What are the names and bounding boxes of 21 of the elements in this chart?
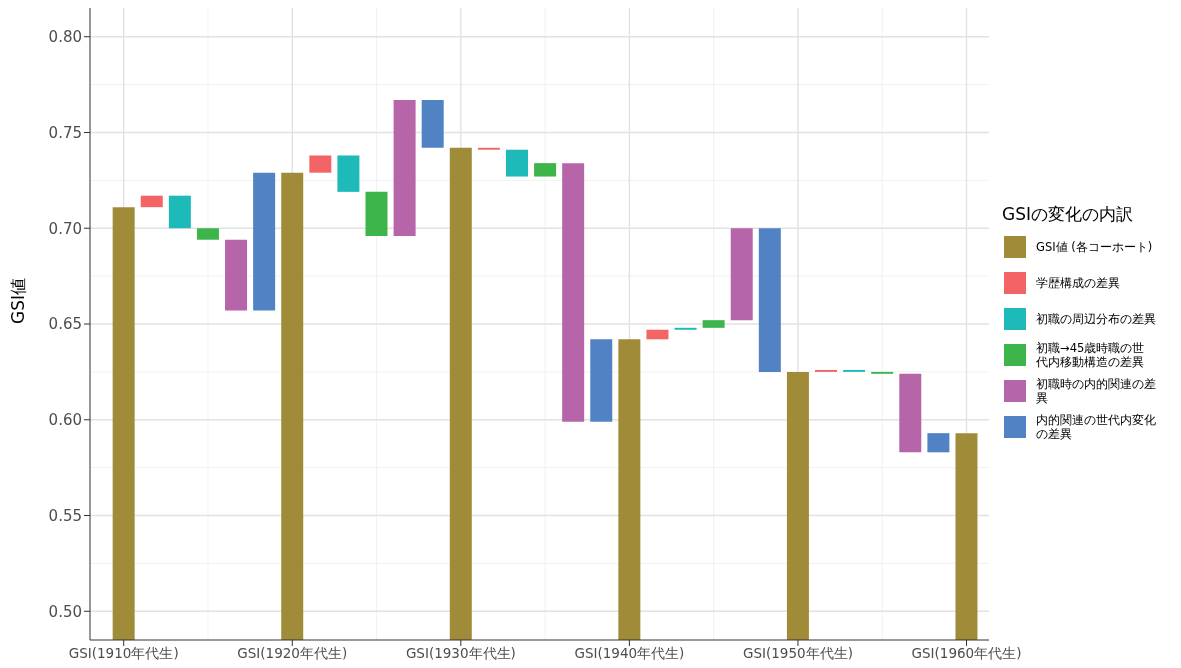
x-tick-label: GSI(1930年代生) [405, 644, 516, 661]
y-tick-label: 0.65 [48, 315, 82, 334]
y-tick-label: 0.60 [48, 411, 82, 430]
legend-title: GSIの変化の内訳 [1002, 203, 1133, 226]
legend-label: 初職の周辺分布の差異 [1036, 312, 1156, 326]
y-tick-label: 0.55 [48, 506, 82, 525]
x-tick-label: GSI(1960年代生) [911, 644, 1022, 661]
legend-label: 初職時の内的関連の差異 [1036, 377, 1156, 405]
y-tick-label: 0.75 [48, 123, 82, 142]
x-tick-label: GSI(1910年代生) [68, 644, 179, 661]
x-tick-label: GSI(1940年代生) [574, 644, 685, 661]
legend-label: 初職→45歳時職の世代内移動構造の差異 [1036, 341, 1146, 369]
x-tick-label: GSI(1950年代生) [743, 644, 853, 661]
y-tick-label: 0.70 [48, 219, 82, 238]
legend-label: 学歴構成の差異 [1036, 276, 1120, 290]
legend-label: 内的関連の世代内変化の差異 [1036, 413, 1156, 441]
x-tick-label: GSI(1920年代生) [237, 644, 348, 661]
legend-label: GSI値 (各コーホート) [1036, 240, 1153, 254]
y-axis-title: GSI値 [8, 278, 29, 324]
y-tick-label: 0.80 [48, 28, 82, 47]
y-tick-label: 0.50 [48, 602, 82, 621]
